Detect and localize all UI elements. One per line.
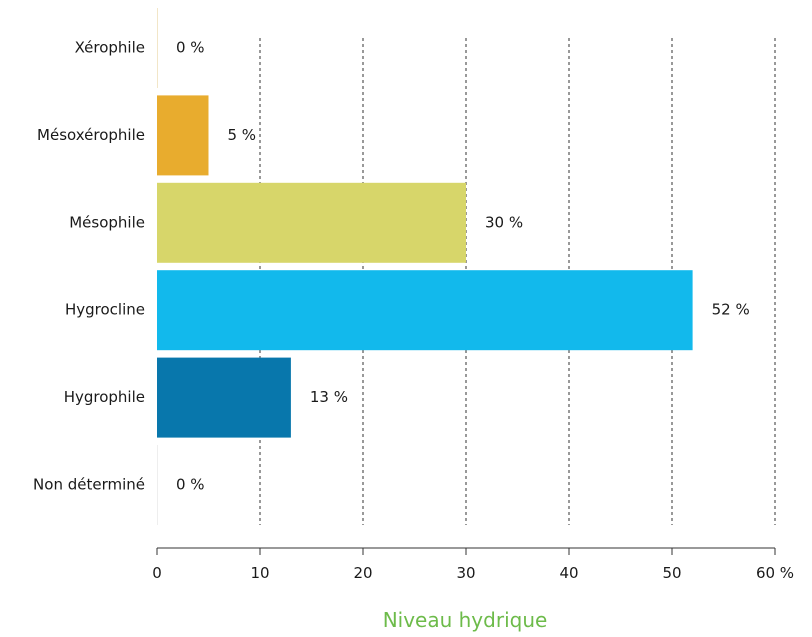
- bars: [157, 8, 693, 525]
- value-label: 0 %: [176, 39, 205, 57]
- x-tick-label: 20: [353, 564, 372, 582]
- category-label: Mésoxérophile: [37, 126, 145, 144]
- category-label: Non déterminé: [33, 476, 145, 494]
- bar-4: [157, 357, 291, 438]
- bar-2: [157, 182, 466, 263]
- bar-3: [157, 270, 693, 351]
- value-label: 13 %: [310, 388, 348, 406]
- category-label: Xérophile: [75, 39, 145, 57]
- x-tick-label: 10: [250, 564, 269, 582]
- value-label: 0 %: [176, 476, 205, 494]
- x-tick-label: 60 %: [756, 564, 794, 582]
- bar-1: [157, 95, 209, 176]
- x-tick-label: 30: [456, 564, 475, 582]
- x-tick-label: 50: [662, 564, 681, 582]
- category-label: Hygrophile: [64, 388, 145, 406]
- category-label: Hygrocline: [65, 301, 145, 319]
- x-tick-label: 0: [152, 564, 162, 582]
- x-axis: 0 10 20 30 40 50 60 %: [152, 547, 794, 582]
- labels: Xérophile 0 % Mésoxérophile 5 % Mésophile 30 …: [33, 39, 750, 494]
- x-tick-label: 40: [559, 564, 578, 582]
- x-axis-title: Niveau hydrique: [383, 608, 548, 632]
- bar-0: [157, 8, 158, 88]
- category-label: Mésophile: [69, 213, 145, 231]
- value-label: 5 %: [228, 126, 257, 144]
- value-label: 52 %: [712, 301, 750, 319]
- bar-5: [157, 445, 158, 525]
- value-label: 30 %: [485, 213, 523, 231]
